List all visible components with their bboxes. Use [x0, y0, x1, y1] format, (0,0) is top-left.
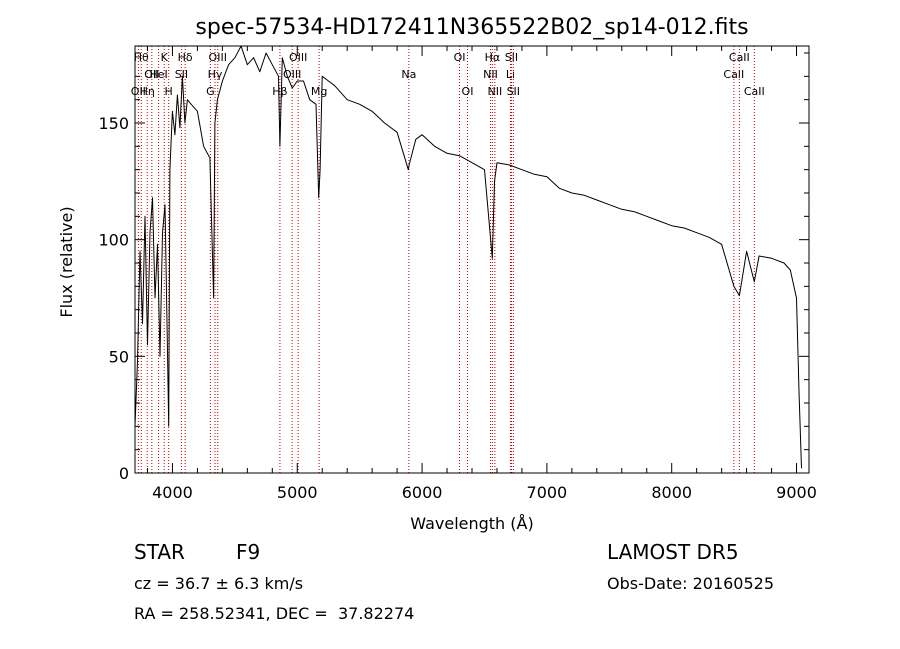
y-tick-label: 100 [98, 231, 129, 250]
line-marker-label: OI [462, 85, 474, 98]
line-marker-label: Hδ [178, 51, 193, 64]
x-tick-label: 6000 [402, 483, 443, 502]
x-tick-label: 5000 [277, 483, 318, 502]
plot-frame [134, 45, 810, 474]
spectrum-series [134, 45, 802, 469]
y-tick-label: 50 [109, 347, 129, 366]
redshift-velocity: cz = 36.7 ± 6.3 km/s [134, 574, 304, 593]
line-marker-label: CaII [723, 68, 744, 81]
sky-coordinates: RA = 258.52341, DEC = 37.82274 [134, 604, 415, 623]
line-marker-label: K [161, 51, 169, 64]
line-marker-label: OIII [209, 51, 227, 64]
x-tick-label: 8000 [651, 483, 692, 502]
x-tick-label: 9000 [776, 483, 817, 502]
x-tick-label: 7000 [527, 483, 568, 502]
spectral-line-markers: OIIHθHηOIIHeIKHSIIHδGHγOIIIHβOIIIOIIIMgN… [131, 46, 765, 473]
spectrum-line [134, 45, 802, 469]
line-marker-label: Hθ [134, 51, 149, 64]
line-marker-label: SII [175, 68, 188, 81]
y-axis-label: Flux (relative) [57, 206, 76, 317]
line-marker-label: OI [454, 51, 466, 64]
line-marker-label: Hη [140, 85, 155, 98]
x-axis-label: Wavelength (Å) [410, 514, 533, 533]
x-tick-label: 4000 [152, 483, 193, 502]
line-marker-label: Na [401, 68, 416, 81]
survey-name: LAMOST DR5 [607, 540, 739, 564]
line-marker-label: Hγ [208, 68, 223, 81]
line-marker-label: Li [506, 68, 515, 81]
line-marker-label: OII [144, 68, 159, 81]
observation-date: Obs-Date: 20160525 [607, 574, 775, 593]
line-marker-label: Hα [485, 51, 501, 64]
object-class: STAR [134, 540, 185, 564]
line-marker-label: OIII [289, 51, 307, 64]
line-marker-label: Mg [311, 85, 327, 98]
line-marker-label: HeI [149, 68, 167, 81]
line-marker-label: H [165, 85, 173, 98]
y-tick-label: 0 [119, 464, 129, 483]
line-marker-label: NII [487, 85, 502, 98]
line-marker-label: G [206, 85, 215, 98]
line-marker-label: SII [505, 51, 518, 64]
line-marker-label: SII [507, 85, 520, 98]
line-marker-label: NII [483, 68, 498, 81]
line-marker-label: CaII [729, 51, 750, 64]
axes: 4000 5000 6000 7000 8000 9000 0 50 100 150 [98, 46, 817, 502]
line-marker-label: Hβ [272, 85, 287, 98]
chart-title: spec-57534-HD172411N365522B02_sp14-012.f… [195, 15, 748, 40]
spectral-subclass: F9 [236, 540, 261, 564]
line-marker-label: CaII [744, 85, 765, 98]
y-tick-label: 150 [98, 114, 129, 133]
